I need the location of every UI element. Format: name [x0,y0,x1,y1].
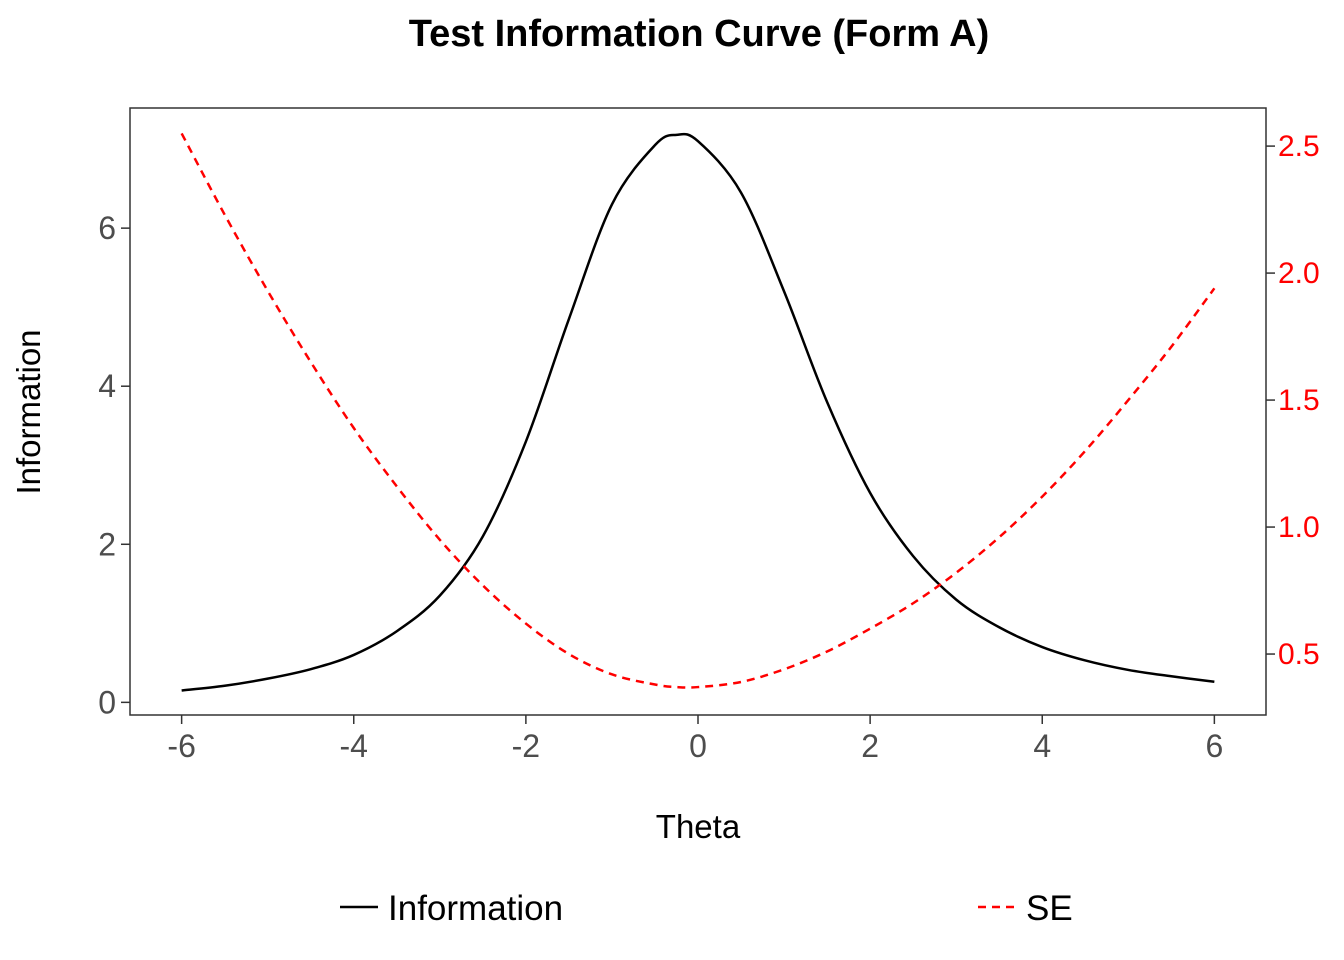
y2-tick-label: 2.5 [1278,130,1320,163]
y2-tick-label: 1.5 [1278,384,1320,417]
x-tick-label: -6 [167,728,195,764]
y2-tick-label: 0.5 [1278,638,1320,671]
y-tick-label: 2 [98,526,116,562]
legend-label-se: SE [1026,889,1073,928]
y-tick-label: 0 [98,684,116,720]
plot-panel [129,107,1267,716]
y-axis-title: Information [10,329,47,494]
x-axis-title: Theta [656,808,741,845]
legend-label-information: Information [388,889,563,928]
x-tick-label: -4 [340,728,368,764]
chart-title: Test Information Curve (Form A) [409,13,990,55]
series-layer [180,132,1216,692]
x-tick-label: 0 [689,728,707,764]
series-line-information [181,132,1215,692]
x-tick-label: -2 [512,728,540,764]
series-line-se [180,132,1216,689]
y2-tick-label: 1.0 [1278,511,1320,544]
axis-layer: -6 -4 -2 0 2 4 6 0 2 4 6 0.5 1.0 1.5 2.0 2.5 [98,130,1320,764]
y2-tick-label: 2.0 [1278,257,1320,290]
x-tick-label: 2 [861,728,879,764]
y-tick-label: 6 [98,210,116,246]
x-tick-label: 4 [1033,728,1051,764]
y-tick-label: 4 [98,368,116,404]
legend: Information SE [340,889,1073,928]
x-tick-label: 6 [1205,728,1223,764]
